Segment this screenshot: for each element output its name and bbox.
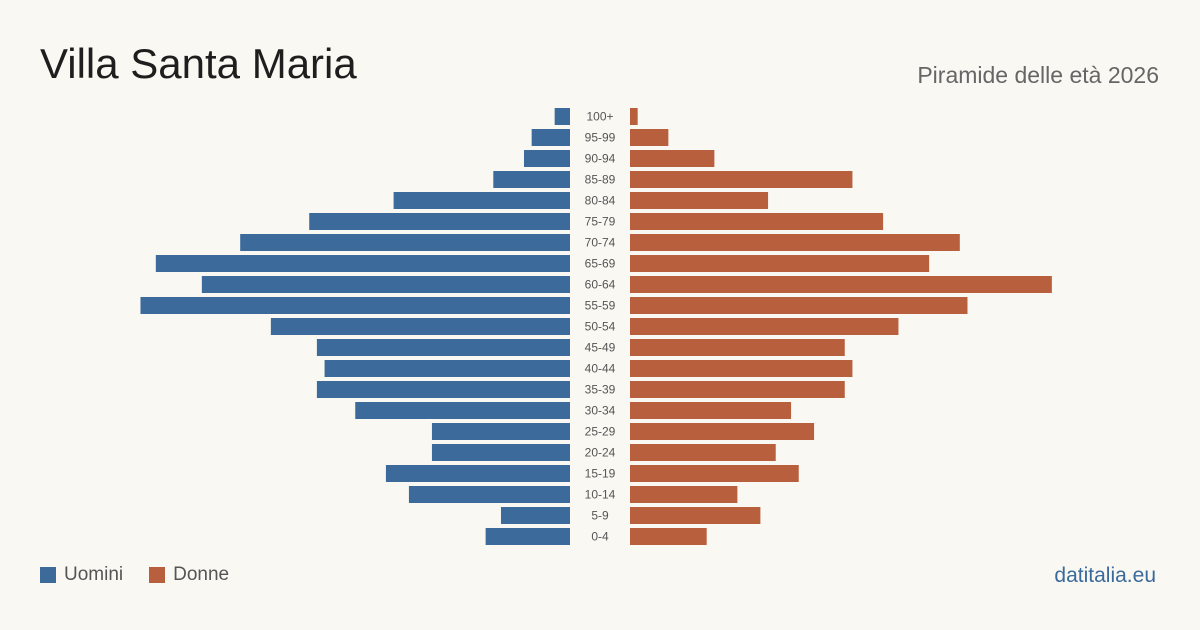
age-label-25-29: 25-29 bbox=[585, 425, 616, 439]
bar-female-85-89 bbox=[630, 171, 853, 188]
age-label-40-44: 40-44 bbox=[585, 362, 616, 376]
age-label-80-84: 80-84 bbox=[585, 194, 616, 208]
age-label-90-94: 90-94 bbox=[585, 152, 616, 166]
bar-male-60-64 bbox=[201, 276, 570, 293]
bar-female-30-34 bbox=[630, 402, 792, 419]
age-label-35-39: 35-39 bbox=[585, 383, 616, 397]
bar-male-85-89 bbox=[493, 171, 570, 188]
age-label-50-54: 50-54 bbox=[585, 320, 616, 334]
bar-female-55-59 bbox=[630, 297, 968, 314]
age-label-45-49: 45-49 bbox=[585, 341, 616, 355]
bar-male-25-29 bbox=[431, 423, 570, 440]
bar-female-25-29 bbox=[630, 423, 815, 440]
bar-female-95-99 bbox=[630, 129, 669, 146]
brand-link[interactable]: datitalia.eu bbox=[1054, 564, 1156, 587]
bar-female-75-79 bbox=[630, 213, 884, 230]
legend: Uomini Donne bbox=[40, 564, 255, 586]
bar-female-90-94 bbox=[630, 150, 715, 167]
legend-item-male: Uomini bbox=[40, 564, 123, 586]
bar-female-40-44 bbox=[630, 360, 853, 377]
age-label-95-99: 95-99 bbox=[585, 131, 616, 145]
chart-subtitle: Piramide delle età 2026 bbox=[917, 62, 1159, 88]
age-label-70-74: 70-74 bbox=[585, 236, 616, 250]
bar-female-5-9 bbox=[630, 507, 761, 524]
age-label-20-24: 20-24 bbox=[585, 446, 616, 460]
bar-male-65-69 bbox=[155, 255, 570, 272]
legend-item-female: Donne bbox=[149, 564, 229, 586]
bar-female-70-74 bbox=[630, 234, 960, 251]
age-label-10-14: 10-14 bbox=[585, 488, 616, 502]
bar-male-0-4 bbox=[485, 528, 570, 545]
bar-female-45-49 bbox=[630, 339, 845, 356]
bar-male-10-14 bbox=[408, 486, 570, 503]
age-label-30-34: 30-34 bbox=[585, 404, 616, 418]
bar-male-40-44 bbox=[324, 360, 570, 377]
bar-male-30-34 bbox=[355, 402, 570, 419]
age-label-85-89: 85-89 bbox=[585, 173, 616, 187]
bar-male-5-9 bbox=[500, 507, 570, 524]
bar-female-60-64 bbox=[630, 276, 1052, 293]
legend-label-female: Donne bbox=[173, 564, 230, 585]
age-label-15-19: 15-19 bbox=[585, 467, 616, 481]
bar-female-20-24 bbox=[630, 444, 776, 461]
bar-female-15-19 bbox=[630, 465, 799, 482]
bar-female-100+ bbox=[630, 108, 638, 125]
chart-title: Villa Santa Maria bbox=[40, 40, 357, 87]
bar-female-50-54 bbox=[630, 318, 899, 335]
bar-male-90-94 bbox=[523, 150, 570, 167]
age-label-55-59: 55-59 bbox=[585, 299, 616, 313]
age-label-0-4: 0-4 bbox=[591, 530, 609, 544]
legend-swatch-male bbox=[40, 567, 56, 583]
bar-male-95-99 bbox=[531, 129, 570, 146]
bar-male-70-74 bbox=[240, 234, 570, 251]
age-label-5-9: 5-9 bbox=[591, 509, 609, 523]
age-label-65-69: 65-69 bbox=[585, 257, 616, 271]
bar-male-55-59 bbox=[140, 297, 571, 314]
bar-male-50-54 bbox=[270, 318, 570, 335]
bar-male-45-49 bbox=[316, 339, 570, 356]
bar-male-100+ bbox=[554, 108, 570, 125]
bar-female-35-39 bbox=[630, 381, 845, 398]
bar-female-80-84 bbox=[630, 192, 769, 209]
bar-female-0-4 bbox=[630, 528, 707, 545]
bar-female-65-69 bbox=[630, 255, 930, 272]
age-label-100+: 100+ bbox=[586, 110, 613, 124]
bar-male-15-19 bbox=[385, 465, 570, 482]
bar-male-20-24 bbox=[431, 444, 570, 461]
bar-male-80-84 bbox=[393, 192, 570, 209]
legend-swatch-female bbox=[149, 567, 166, 583]
age-label-60-64: 60-64 bbox=[585, 278, 616, 292]
bar-male-75-79 bbox=[309, 213, 570, 230]
age-label-75-79: 75-79 bbox=[585, 215, 616, 229]
legend-label-male: Uomini bbox=[64, 564, 124, 585]
bar-male-35-39 bbox=[316, 381, 570, 398]
bar-female-10-14 bbox=[630, 486, 738, 503]
